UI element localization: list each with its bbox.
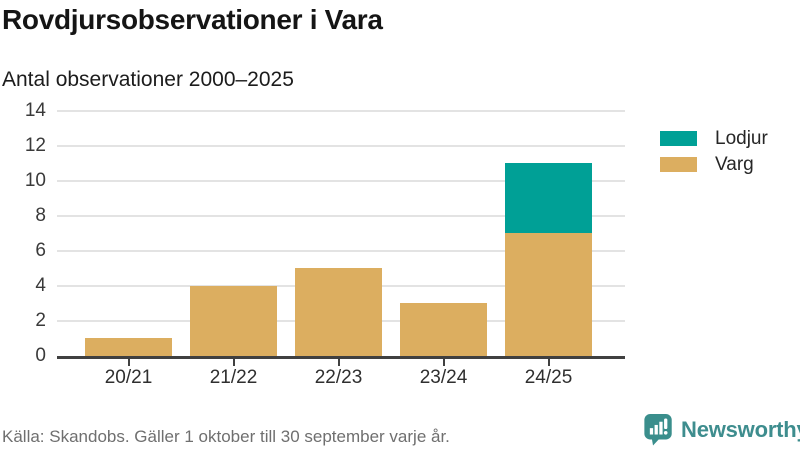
y-tick-label: 0: [35, 345, 46, 366]
y-tick-label: 14: [24, 99, 46, 121]
x-tick: [547, 359, 550, 366]
x-tick-label: 23/24: [419, 367, 468, 388]
y-tick-label: 8: [35, 204, 46, 226]
chart-title: Rovdjursobservationer i Vara: [2, 4, 383, 35]
y-axis: 0 2 4 6 8 10 12 14: [0, 0, 46, 450]
x-tick: [337, 359, 340, 366]
y-tick-label: 4: [35, 274, 46, 296]
plot-area: [57, 103, 625, 356]
x-tick-label: 22/23: [314, 367, 363, 388]
legend-label: Lodjur: [715, 128, 768, 149]
legend-item: Varg: [660, 154, 768, 175]
x-tick: [232, 359, 235, 366]
gridline: [57, 109, 625, 112]
y-tick-label: 2: [35, 309, 46, 331]
x-tick-label: 20/21: [104, 367, 153, 388]
gridline: [57, 144, 625, 147]
bar-segment-varg: [400, 303, 487, 356]
legend-swatch-varg: [660, 157, 697, 172]
bar-segment-varg: [85, 338, 172, 356]
y-tick-label: 6: [35, 239, 46, 261]
x-tick-label: 21/22: [209, 367, 258, 388]
gridline: [57, 214, 625, 217]
gridline: [57, 179, 625, 182]
legend: Lodjur Varg: [660, 128, 768, 183]
source-note: Källa: Skandobs. Gäller 1 oktober till 3…: [2, 427, 450, 446]
x-tick-label: 24/25: [524, 367, 573, 388]
y-tick-label: 10: [24, 169, 46, 191]
x-axis-line: [57, 356, 625, 359]
x-tick: [442, 359, 445, 366]
gridline: [57, 249, 625, 252]
bar-segment-lodjur: [505, 163, 592, 233]
bar-segment-varg: [190, 286, 277, 356]
bar-segment-varg: [295, 268, 382, 356]
legend-label: Varg: [715, 154, 754, 175]
x-tick: [127, 359, 130, 366]
newsworthy-bubble-chart-icon: [644, 414, 672, 446]
y-tick-label: 12: [24, 134, 46, 156]
legend-swatch-lodjur: [660, 131, 697, 146]
chart-subtitle: Antal observationer 2000–2025: [2, 68, 294, 91]
bar-segment-varg: [505, 233, 592, 356]
newsworthy-logo: Newsworthy: [643, 413, 800, 446]
newsworthy-wordmark: Newsworthy: [681, 417, 800, 442]
legend-item: Lodjur: [660, 128, 768, 149]
